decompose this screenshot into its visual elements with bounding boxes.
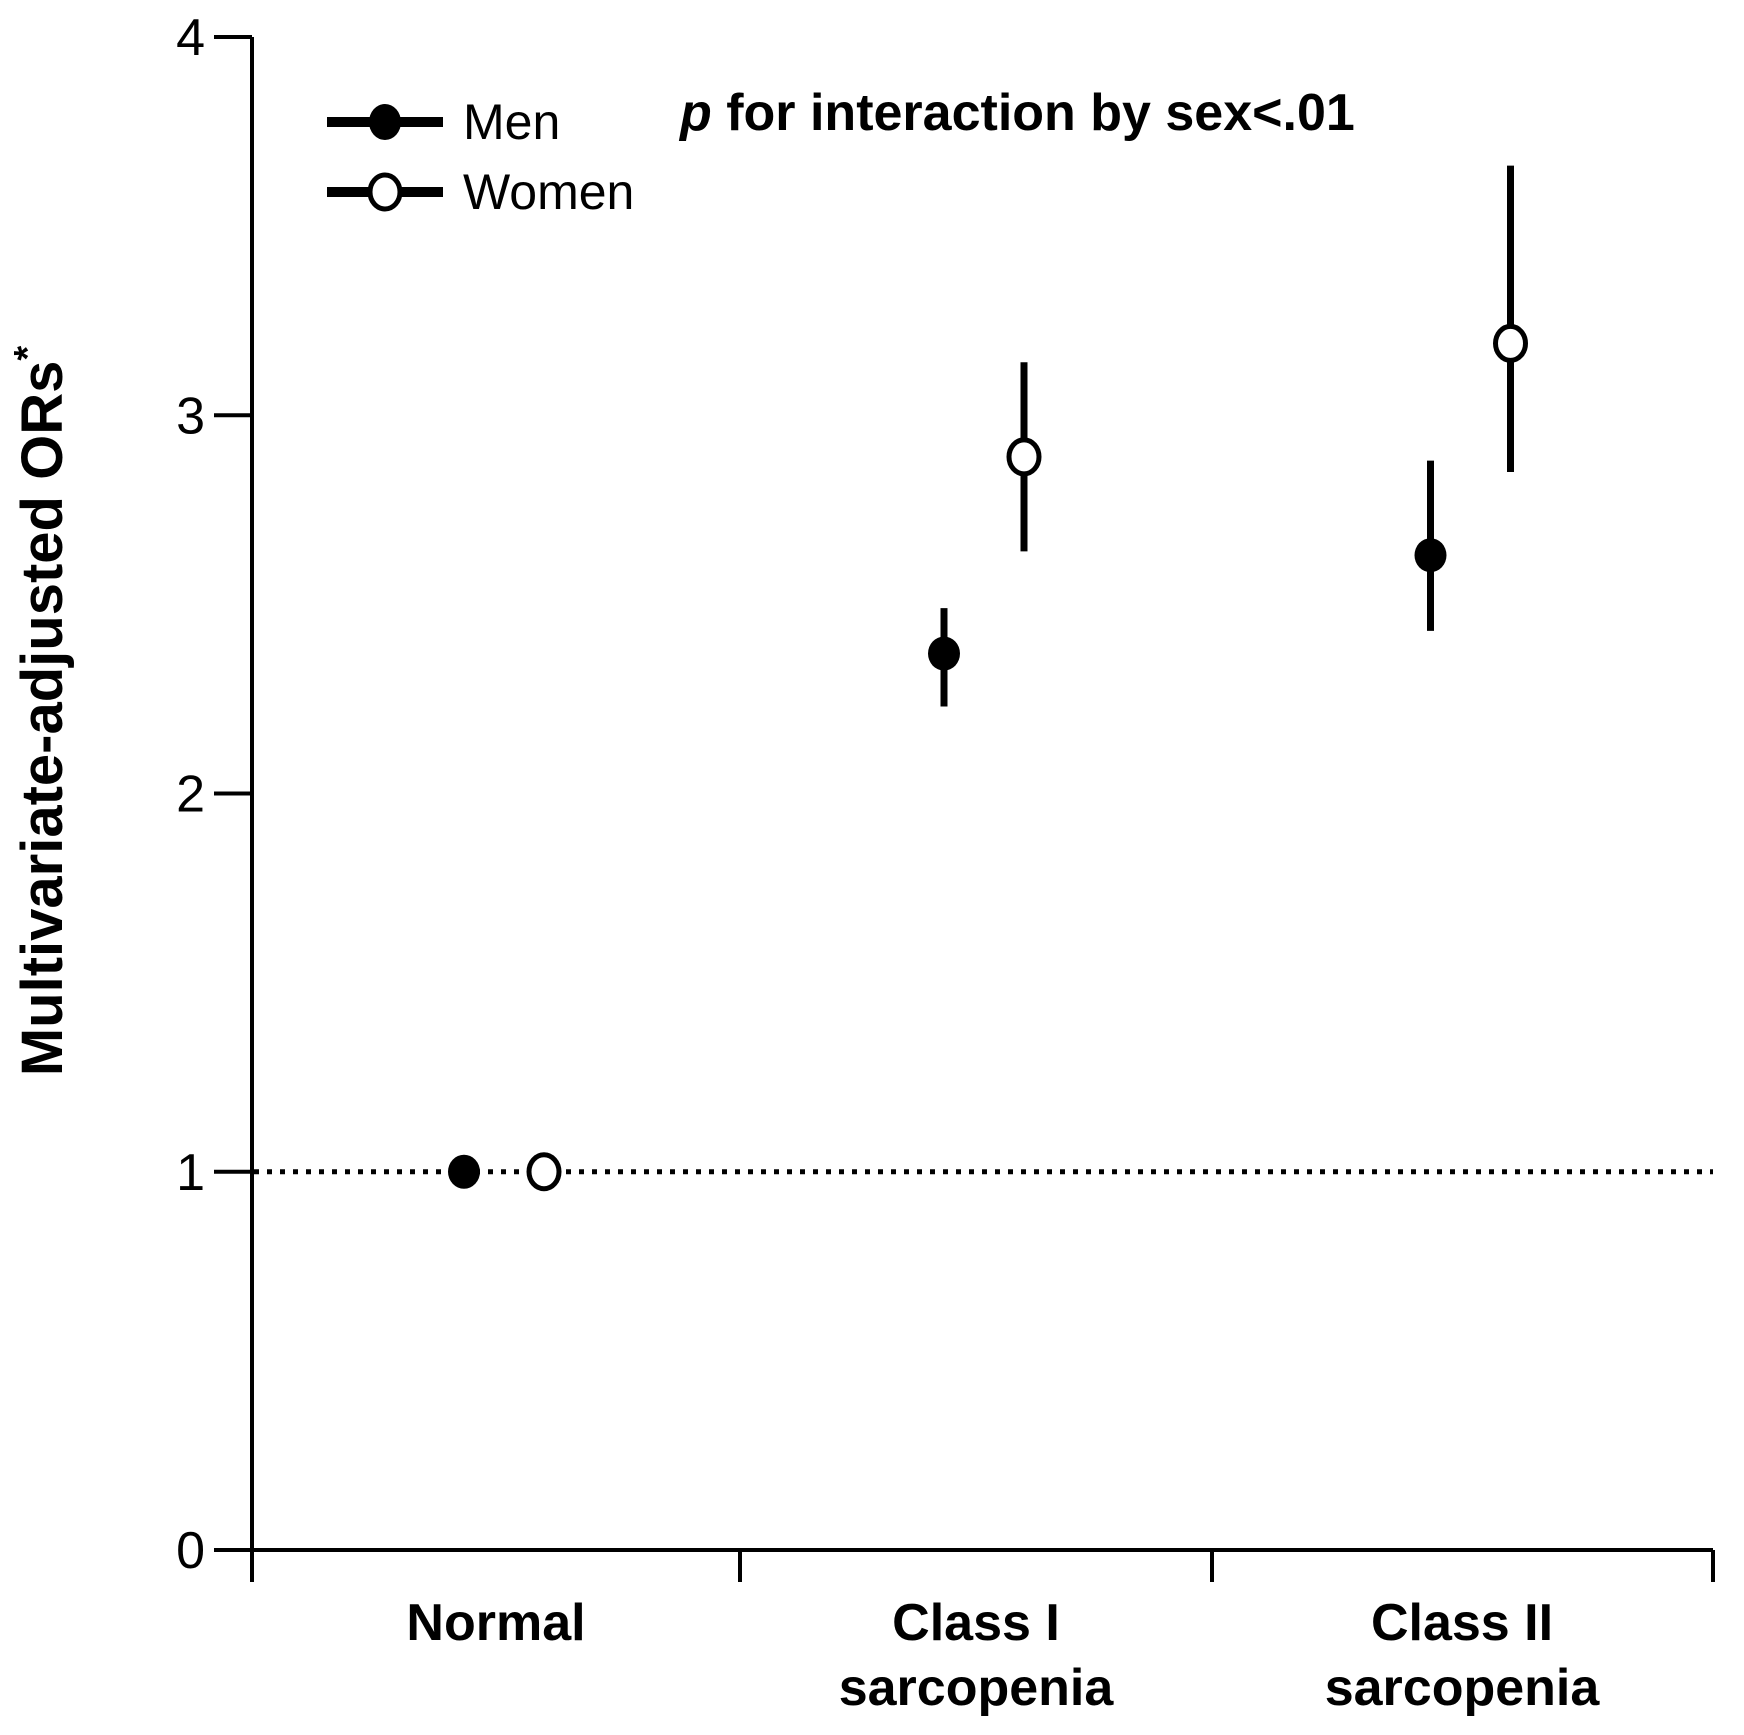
y-tick-label-4: 4	[176, 9, 205, 67]
category-label-class2: Class II sarcopenia	[1325, 1594, 1601, 1717]
y-axis-title-text: Multivariate-adjusted ORs	[10, 361, 75, 1076]
annotation-text: for interaction by sex<.01	[712, 84, 1355, 142]
point-men-1-filled-circle	[928, 636, 960, 671]
category-label-normal-line1: Normal	[406, 1594, 585, 1652]
y-ticks-group: 0 1 2 3 4	[176, 9, 252, 1580]
y-tick-label-1: 1	[176, 1144, 205, 1202]
legend-men-label: Men	[463, 94, 560, 150]
category-label-normal: Normal	[406, 1594, 585, 1652]
point-men-0-filled-circle	[448, 1154, 480, 1189]
point-women-1-open-circle	[1006, 437, 1042, 477]
error-bars-group	[940, 165, 1514, 707]
x-ticks-group	[738, 1550, 1715, 1582]
annotation-p-interaction: p for interaction by sex<.01	[678, 84, 1355, 142]
y-axis-title-superscript-asterisk: *	[7, 346, 49, 361]
y-tick-label-0: 0	[176, 1522, 205, 1580]
y-tick-label-2: 2	[176, 766, 205, 824]
category-label-class2-line1: Class II	[1371, 1594, 1553, 1652]
x-category-labels: Normal Class I sarcopenia Class II sarcope…	[406, 1594, 1600, 1717]
legend-women-label: Women	[463, 164, 634, 220]
point-women-2-open-circle	[1493, 323, 1528, 363]
y-tick-label-3: 3	[176, 387, 205, 445]
category-label-class2-line2: sarcopenia	[1325, 1659, 1601, 1717]
legend-item-men: Men	[327, 94, 560, 150]
legend: Men Women	[327, 94, 634, 220]
category-label-class1-line1: Class I	[892, 1594, 1060, 1652]
category-label-class1: Class I sarcopenia	[839, 1594, 1115, 1717]
filled-circle-icon	[369, 104, 401, 140]
y-axis-title: Multivariate-adjusted ORs*	[7, 346, 75, 1076]
open-circle-icon	[367, 172, 403, 212]
point-women-0-open-circle	[526, 1152, 562, 1192]
point-men-2-filled-circle	[1414, 538, 1447, 573]
category-label-class1-line2: sarcopenia	[839, 1659, 1115, 1717]
annotation-p-symbol: p	[678, 84, 712, 142]
legend-item-women: Women	[327, 164, 634, 220]
data-markers-group	[448, 323, 1528, 1192]
